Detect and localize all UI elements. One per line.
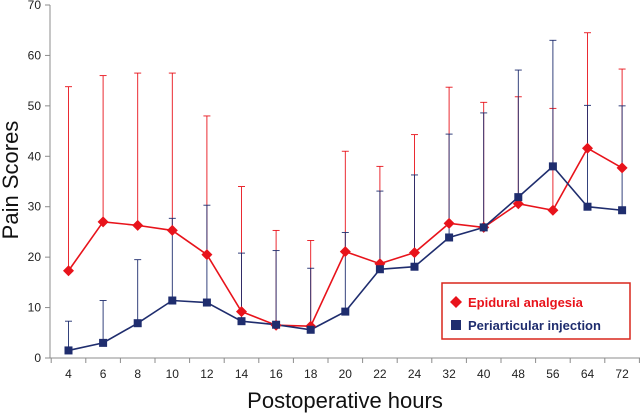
- epidural-analgesia-legend-marker: [450, 296, 462, 308]
- axes: [45, 4, 640, 363]
- x-tick-label: 40: [477, 367, 491, 381]
- x-tick-label: 18: [304, 367, 318, 381]
- periarticular-injection-point: [202, 298, 211, 307]
- x-tick-label: 48: [512, 367, 526, 381]
- periarticular-injection-point: [479, 223, 488, 232]
- x-tick-label: 14: [235, 367, 249, 381]
- epidural-analgesia-point: [409, 247, 420, 259]
- epidural-analgesia-point: [236, 306, 247, 318]
- x-tick-label: 10: [166, 367, 180, 381]
- epidural-analgesia-point: [97, 216, 109, 228]
- epidural-analgesia-legend-label: Epidural analgesia: [468, 295, 584, 310]
- x-tick-labels: 4 6 8 10 12 14 16 18 20 22 24 32 40 48 56 64 72: [65, 367, 629, 381]
- x-tick-label: 6: [100, 367, 107, 381]
- periarticular-injection-point: [375, 265, 384, 274]
- x-tick-label: 24: [408, 367, 422, 381]
- periarticular-injection-point: [410, 262, 419, 271]
- x-tick-label: 20: [339, 367, 353, 381]
- epidural-analgesia-point: [443, 217, 455, 229]
- periarticular-injection-point: [272, 320, 281, 329]
- x-tick-label: 22: [373, 367, 387, 381]
- x-axis-title: Postoperative hours: [247, 388, 443, 413]
- y-tick-label: 50: [28, 99, 42, 113]
- periarticular-injection-point: [133, 319, 142, 328]
- legend: Epidural analgesia Periarticular injectio…: [441, 282, 631, 340]
- y-tick-label: 40: [28, 149, 42, 163]
- y-tick-label: 70: [28, 0, 42, 12]
- x-tick-label: 4: [65, 367, 72, 381]
- y-tick-label: 30: [28, 200, 42, 214]
- periarticular-injection-legend-label: Periarticular injection: [468, 318, 601, 333]
- legend-items: Epidural analgesia Periarticular injectio…: [450, 295, 601, 333]
- y-tick-label: 20: [28, 250, 42, 264]
- y-tick-label: 10: [28, 301, 42, 315]
- periarticular-injection-point: [514, 193, 523, 202]
- x-tick-label: 56: [546, 367, 560, 381]
- error-bars: [65, 32, 626, 351]
- x-tick-label: 12: [200, 367, 214, 381]
- epidural-analgesia-point: [339, 246, 351, 258]
- x-tick-label: 72: [615, 367, 629, 381]
- periarticular-injection-point: [548, 162, 557, 171]
- x-tick-label: 32: [442, 367, 456, 381]
- series-markers: [63, 142, 628, 355]
- x-tick-label: 8: [134, 367, 141, 381]
- y-tick-label: 60: [28, 48, 42, 62]
- legend-box: [441, 282, 631, 340]
- epidural-analgesia-point: [616, 162, 628, 174]
- x-tick-label: 64: [581, 367, 595, 381]
- epidural-analgesia-point: [582, 142, 593, 154]
- y-axis-title: Pain Scores: [0, 121, 23, 240]
- y-tick-label: 0: [34, 351, 41, 365]
- periarticular-injection-point: [237, 317, 246, 326]
- epidural-analgesia-point: [201, 249, 213, 261]
- periarticular-injection-point: [618, 206, 627, 215]
- epidural-analgesia-point: [63, 265, 74, 277]
- periarticular-injection-point: [306, 325, 315, 334]
- periarticular-injection-point: [445, 233, 454, 242]
- periarticular-injection-legend-marker: [451, 320, 461, 330]
- periarticular-injection-point: [64, 346, 73, 355]
- periarticular-injection-point: [99, 338, 108, 347]
- y-tick-labels: 0 10 20 30 40 50 60 70: [28, 0, 42, 365]
- periarticular-injection-point: [168, 296, 177, 305]
- x-tick-label: 16: [269, 367, 283, 381]
- epidural-analgesia-point: [132, 219, 144, 231]
- periarticular-injection-point: [341, 307, 350, 316]
- epidural-analgesia-point: [166, 224, 178, 236]
- epidural-analgesia-point: [547, 204, 559, 216]
- periarticular-injection-point: [583, 202, 592, 211]
